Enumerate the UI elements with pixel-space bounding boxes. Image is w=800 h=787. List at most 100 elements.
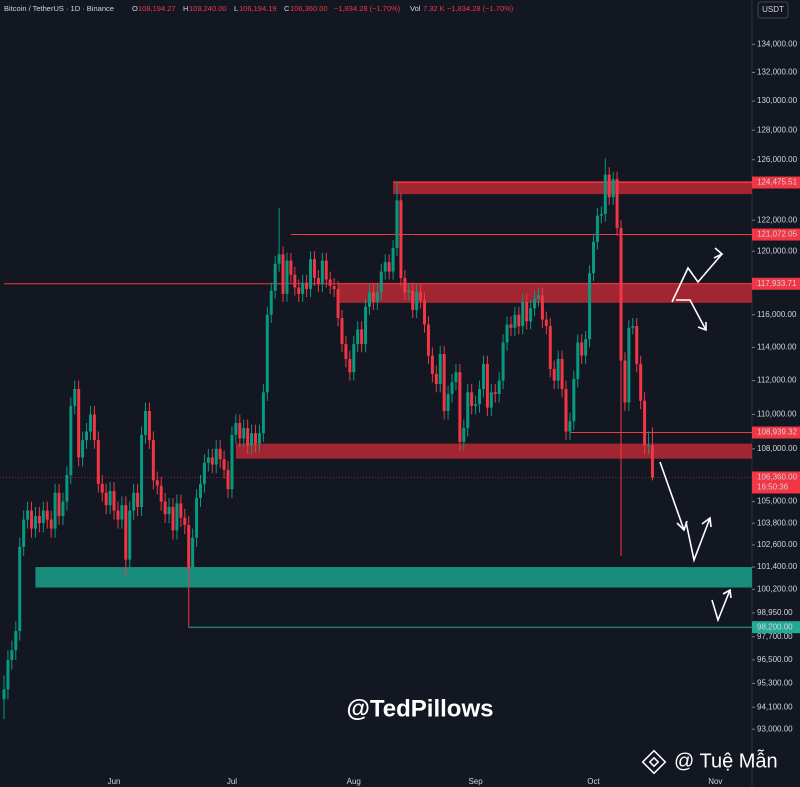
- candle-body: [576, 342, 580, 379]
- candle-body: [643, 400, 647, 446]
- candle-body: [407, 290, 411, 293]
- candle-body: [533, 298, 537, 309]
- candle-body: [297, 287, 301, 294]
- candle-body: [136, 492, 140, 507]
- candle-body: [411, 290, 415, 310]
- currency: USDT: [762, 5, 784, 14]
- candle-body: [206, 457, 210, 463]
- candle-body: [450, 382, 454, 395]
- candle-body: [73, 388, 77, 406]
- y-tick-label: 93,000.00: [757, 724, 793, 733]
- level-label: 108,939.32: [757, 428, 798, 437]
- candle-body: [96, 440, 100, 484]
- y-tick-label: 120,000.00: [757, 246, 798, 255]
- vol: 7.32 K: [423, 4, 445, 13]
- arrows: [659, 247, 732, 623]
- candle-body: [285, 260, 289, 294]
- candle-body: [580, 342, 584, 356]
- y-tick-label: 132,000.00: [757, 68, 798, 77]
- candle-body: [497, 380, 501, 395]
- credit: @ Tuệ Mẫn: [674, 749, 778, 772]
- candle-body: [143, 410, 147, 435]
- candle-body: [301, 282, 305, 294]
- price-axis: [752, 0, 800, 787]
- last-price-box: [752, 471, 800, 494]
- y-tick-label: 94,100.00: [757, 702, 793, 711]
- candle-body: [485, 363, 489, 408]
- candle-body: [375, 292, 379, 302]
- y-tick-label: 110,000.00: [757, 409, 797, 418]
- candle-body: [77, 388, 81, 458]
- candle-body: [536, 295, 540, 299]
- candle-body: [560, 358, 564, 389]
- x-tick-label: Sep: [468, 777, 483, 786]
- y-tick-label: 112,000.00: [757, 376, 797, 385]
- candle-body: [65, 475, 69, 502]
- y-tick-label: 102,600.00: [757, 540, 798, 549]
- candle-body: [446, 394, 450, 411]
- level-label-box: [752, 621, 800, 634]
- candle-body: [336, 289, 340, 319]
- candle-body: [155, 480, 159, 486]
- candle-body: [112, 490, 116, 511]
- level-label: 121,072.05: [757, 230, 798, 239]
- candle-body: [257, 433, 261, 444]
- countdown: 16:50:36: [757, 483, 789, 492]
- candle-body: [521, 301, 525, 327]
- x-tick-label: Jul: [227, 777, 237, 786]
- candle-body: [37, 515, 41, 524]
- candle-body: [6, 659, 10, 690]
- y-tick-label: 100,200.00: [757, 584, 798, 593]
- candle-body: [57, 492, 61, 516]
- candle-body: [619, 227, 623, 361]
- candle-body: [163, 501, 167, 515]
- y-tick-label: 122,000.00: [757, 215, 798, 224]
- candle-body: [572, 378, 576, 422]
- candle-body: [324, 260, 328, 280]
- x-tick-label: Aug: [347, 777, 361, 786]
- y-tick-label: 105,000.00: [757, 497, 798, 506]
- candle-body: [147, 410, 151, 441]
- candle-body: [33, 515, 37, 529]
- level-label-box: [752, 277, 800, 290]
- candle-body: [478, 388, 482, 405]
- vol-key: Vol: [410, 4, 421, 13]
- candle-body: [254, 433, 258, 444]
- y-tick-label: 101,400.00: [757, 562, 798, 571]
- candle-body: [167, 506, 171, 515]
- change: −1,834.28 (−1.70%): [334, 4, 401, 13]
- arrow-path: [711, 589, 731, 623]
- candle-body: [399, 200, 403, 278]
- watermark: @TedPillows: [347, 695, 494, 722]
- candle-body: [230, 434, 234, 490]
- candle-body: [100, 483, 104, 493]
- candle-body: [124, 505, 128, 560]
- candle-body: [367, 292, 371, 307]
- candle-body: [49, 519, 53, 529]
- candle-body: [647, 445, 651, 447]
- candle-body: [159, 485, 163, 502]
- candle-body: [481, 363, 485, 389]
- candle-body: [352, 344, 356, 373]
- y-tick-label: 134,000.00: [757, 39, 798, 48]
- arrow-head: [722, 588, 732, 599]
- arrow-up: [671, 253, 723, 303]
- candle-body: [639, 363, 643, 401]
- zone: [235, 443, 752, 459]
- candle-body: [22, 519, 26, 547]
- candle-body: [423, 300, 427, 325]
- level-label-box: [752, 228, 800, 241]
- candle-body: [277, 254, 281, 264]
- candle-body: [222, 459, 226, 470]
- candle-body: [81, 440, 85, 458]
- y-tick-label: 97,700.00: [757, 632, 793, 641]
- candle-body: [344, 344, 348, 359]
- candle-body: [238, 422, 242, 439]
- y-tick-label: 96,500.00: [757, 655, 793, 664]
- candle-body: [140, 434, 144, 507]
- candle-body: [364, 306, 368, 345]
- candle-body: [265, 314, 269, 393]
- candle-body: [30, 510, 34, 529]
- zone: [35, 567, 752, 588]
- candle-body: [360, 329, 364, 345]
